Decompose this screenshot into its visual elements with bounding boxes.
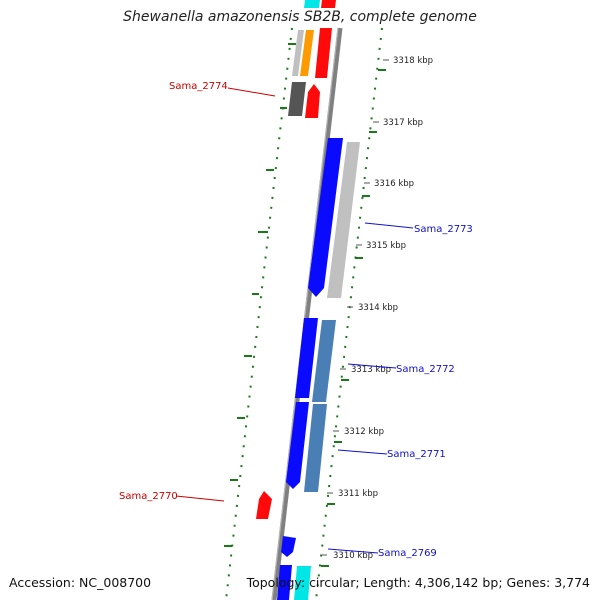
- leader-line: [347, 363, 397, 369]
- gc-skew-tracks: [224, 27, 386, 600]
- gray-feature: [292, 30, 304, 76]
- cyan-feature: [304, 0, 320, 8]
- accession-value: NC_008700: [79, 575, 152, 590]
- blue-arrow-feature: [286, 402, 309, 489]
- leader-line: [337, 449, 388, 455]
- map-title: Shewanella amazonensis SB2B, complete ge…: [123, 9, 477, 25]
- tick-label: 3316 kbp: [374, 179, 414, 189]
- genes-label: Genes:: [506, 575, 551, 590]
- blue-arrow-feature: [308, 138, 343, 297]
- steelblue-feature: [312, 320, 336, 402]
- gene-label-sama-2771[interactable]: Sama_2771: [387, 449, 446, 460]
- red-feature: [315, 28, 332, 78]
- leader-line: [227, 87, 276, 97]
- tick-label: 3310 kbp: [333, 551, 373, 561]
- tick-label: 3315 kbp: [366, 241, 406, 251]
- dark-gray-feature: [288, 82, 306, 116]
- tick-label: 3312 kbp: [344, 427, 384, 437]
- gene-label-sama-2770[interactable]: Sama_2770: [119, 491, 178, 502]
- tick-label: 3313 kbp: [351, 365, 391, 375]
- leader-line: [364, 222, 414, 229]
- gc-skew-right-line: [315, 27, 383, 600]
- tick-label: 3318 kbp: [393, 56, 433, 66]
- genome-summary: Topology: circular; Length: 4,306,142 bp…: [246, 575, 590, 590]
- red-feature: [321, 0, 336, 8]
- orange-feature: [300, 30, 314, 76]
- tick-label: 3317 kbp: [383, 118, 423, 128]
- accession-label: Accession:: [9, 575, 76, 590]
- leader-line: [175, 495, 225, 502]
- topology-label: Topology:: [246, 575, 306, 590]
- kbp-ruler: 3318 kbp 3317 kbp 3316 kbp 3315 kbp 3314…: [321, 56, 433, 561]
- gene-label-sama-2774[interactable]: Sama_2774: [169, 81, 228, 92]
- cyan-feature: [294, 566, 311, 600]
- blue-feature: [295, 318, 318, 398]
- accession-info: Accession: NC_008700: [9, 575, 151, 590]
- genes-value: 3,774: [554, 575, 590, 590]
- backbone: [271, 27, 343, 600]
- tick-label: 3314 kbp: [358, 303, 398, 313]
- backbone-line: [271, 27, 343, 600]
- blue-arrow-feature: [281, 536, 296, 557]
- leader-line: [327, 548, 379, 554]
- red-arrow-feature: [305, 84, 320, 118]
- tick-label: 3311 kbp: [338, 489, 378, 499]
- gene-label-sama-2769[interactable]: Sama_2769: [378, 548, 437, 559]
- gene-label-sama-2773[interactable]: Sama_2773: [414, 224, 473, 235]
- backbone-highlight: [271, 27, 339, 600]
- light-gray-feature: [327, 142, 360, 298]
- steelblue-feature: [304, 404, 327, 492]
- blue-feature: [277, 565, 292, 600]
- feature-track: [256, 0, 360, 600]
- length-label: Length:: [363, 575, 411, 590]
- red-arrow-feature: [256, 491, 272, 519]
- gene-labels: Sama_2774 Sama_2773 Sama_2772 Sama_2771 …: [119, 81, 473, 559]
- length-value: 4,306,142 bp: [414, 575, 499, 590]
- gene-label-sama-2772[interactable]: Sama_2772: [396, 364, 455, 375]
- topology-value: circular: [309, 575, 356, 590]
